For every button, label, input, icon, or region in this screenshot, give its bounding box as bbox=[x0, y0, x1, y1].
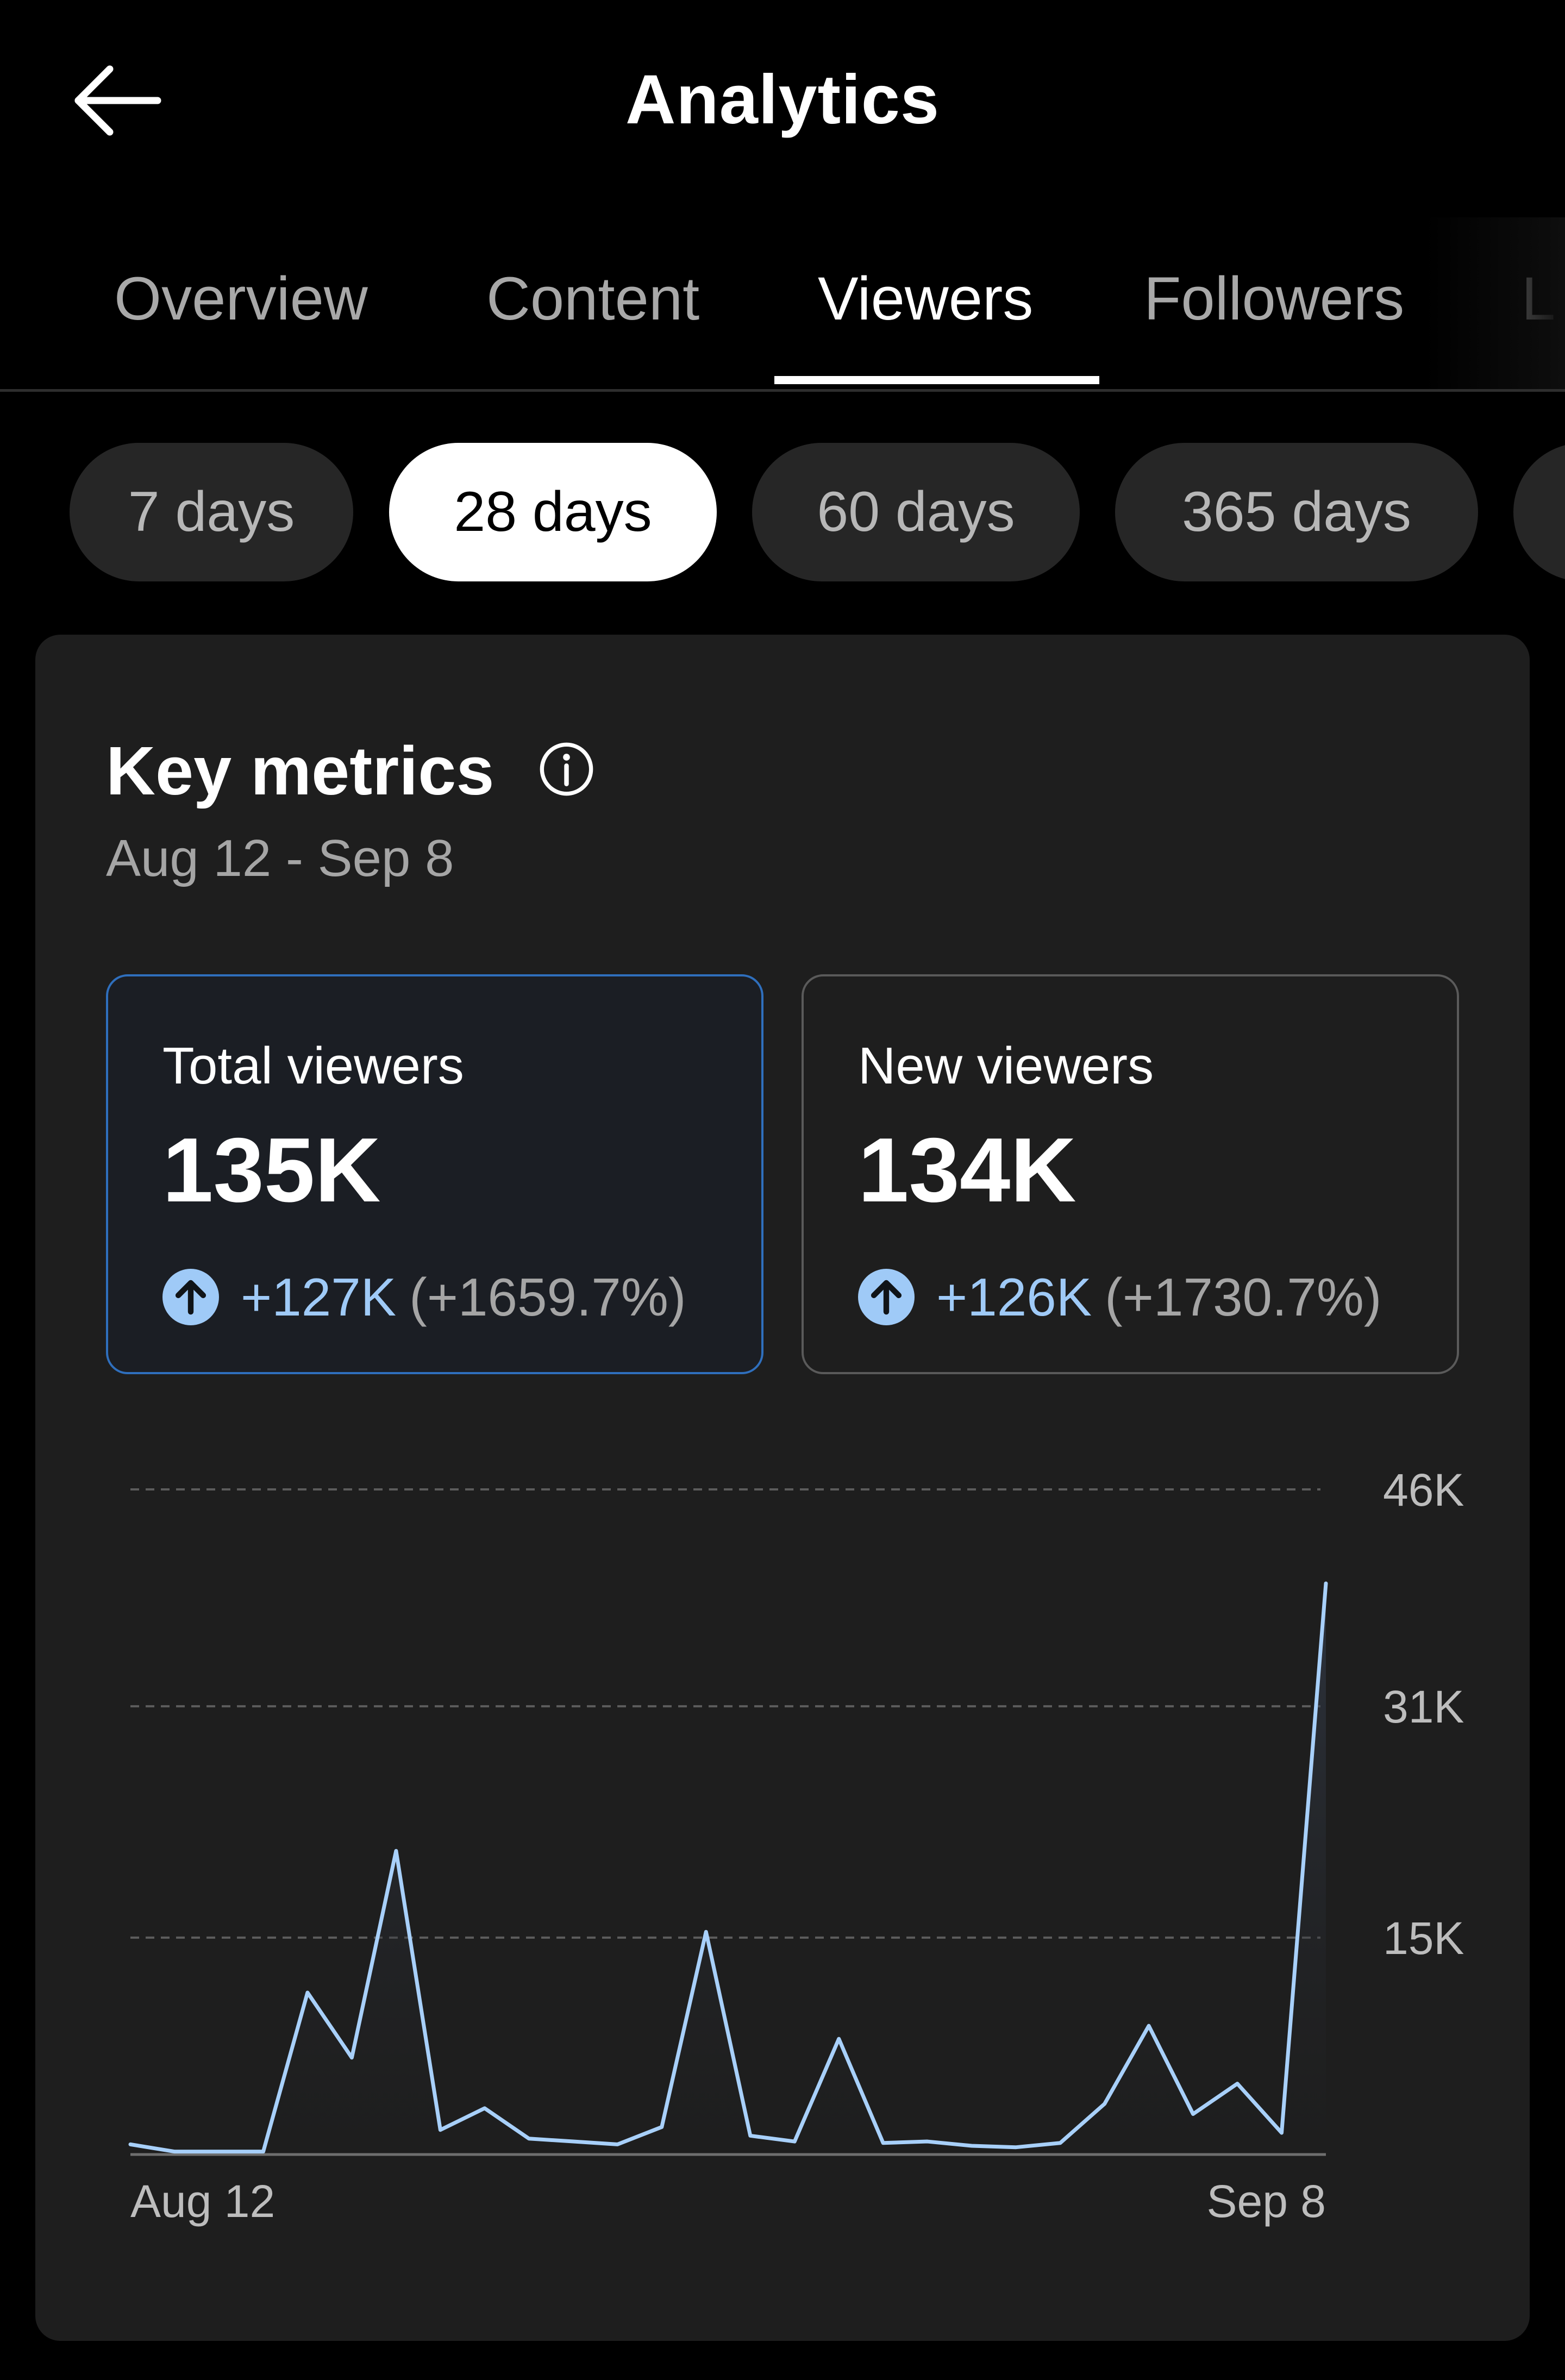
arrow-up-circle-icon bbox=[858, 1269, 915, 1325]
range-365-days[interactable]: 365 days bbox=[1115, 443, 1478, 581]
back-button[interactable] bbox=[71, 57, 168, 144]
tab-followers[interactable]: Followers bbox=[1144, 265, 1405, 333]
chart-data-point bbox=[440, 2130, 441, 2131]
chart-data-point bbox=[1193, 2113, 1194, 2114]
chart-data-point bbox=[262, 2151, 264, 2152]
metric-label: Total viewers bbox=[162, 1037, 464, 1095]
chart-data-point bbox=[927, 2141, 928, 2142]
metric-value: 134K bbox=[858, 1119, 1076, 1221]
chart-data-point bbox=[396, 1850, 397, 1851]
arrow-left-icon bbox=[74, 65, 161, 136]
tab-scroll-fade bbox=[1424, 217, 1565, 389]
metric-change: +126K (+1730.7%) bbox=[858, 1267, 1382, 1327]
tab-bar: Overview Content Viewers Followers L bbox=[0, 217, 1565, 392]
chart-data-point bbox=[1325, 1583, 1326, 1584]
chart-data-point bbox=[573, 2141, 574, 2142]
chart-data-point bbox=[661, 2126, 662, 2127]
range-60-days[interactable]: 60 days bbox=[752, 443, 1080, 581]
chart-data-point bbox=[351, 2057, 352, 2058]
y-tick-label: 31K bbox=[1383, 1681, 1464, 1732]
chart-data-point bbox=[1016, 2147, 1017, 2148]
chart-data-point bbox=[130, 2144, 131, 2145]
chart-data-point bbox=[307, 1992, 308, 1993]
viewers-line-chart: 46K 31K 15K Aug 12 Sep 8 bbox=[128, 1464, 1464, 2227]
chart-data-point bbox=[1281, 2132, 1282, 2133]
x-end-label: Sep 8 bbox=[1206, 2176, 1326, 2227]
range-more[interactable] bbox=[1513, 443, 1565, 581]
active-tab-indicator bbox=[774, 376, 1099, 384]
chart-data-point bbox=[838, 2038, 840, 2039]
metric-value: 135K bbox=[162, 1119, 381, 1221]
metric-change-percent: (+1659.7%) bbox=[409, 1267, 686, 1327]
header: Analytics bbox=[0, 0, 1565, 206]
metric-change-percent: (+1730.7%) bbox=[1105, 1267, 1382, 1327]
metric-card-new-viewers[interactable]: New viewers 134K +126K (+1730.7%) bbox=[802, 974, 1459, 1374]
y-tick-label: 15K bbox=[1383, 1913, 1464, 1964]
metric-change-absolute: +126K bbox=[936, 1267, 1092, 1327]
range-7-days[interactable]: 7 days bbox=[70, 443, 353, 581]
chart-data-point bbox=[794, 2141, 795, 2142]
chart-data-point bbox=[705, 1931, 706, 1932]
chart-data-point bbox=[971, 2145, 972, 2146]
metric-change: +127K (+1659.7%) bbox=[162, 1267, 686, 1327]
date-range-label: Aug 12 - Sep 8 bbox=[106, 829, 454, 887]
info-circle-icon[interactable] bbox=[538, 741, 595, 798]
chart-data-point bbox=[882, 2143, 884, 2144]
y-tick-label: 46K bbox=[1383, 1464, 1464, 1515]
metric-card-total-viewers[interactable]: Total viewers 135K +127K (+1659.7%) bbox=[106, 974, 763, 1374]
chart-data-point bbox=[617, 2144, 618, 2145]
chart-data-point bbox=[1104, 2103, 1105, 2105]
chart-data-point bbox=[528, 2138, 529, 2139]
metric-label: New viewers bbox=[858, 1037, 1154, 1095]
chart-data-point bbox=[750, 2135, 751, 2136]
tab-content[interactable]: Content bbox=[486, 265, 700, 333]
key-metrics-card: Key metrics Aug 12 - Sep 8 Total viewers… bbox=[35, 635, 1530, 2341]
chart-data-point bbox=[1237, 2083, 1238, 2084]
metric-change-absolute: +127K bbox=[241, 1267, 397, 1327]
page-title: Analytics bbox=[625, 61, 940, 139]
chart-area-fill bbox=[130, 1583, 1326, 2154]
chart-data-point bbox=[1060, 2143, 1061, 2144]
date-range-selector: 7 days 28 days 60 days 365 days bbox=[0, 443, 1565, 584]
arrow-up-circle-icon bbox=[162, 1269, 219, 1325]
chart-data-point bbox=[218, 2151, 220, 2152]
chart-data-point bbox=[484, 2108, 485, 2109]
range-28-days[interactable]: 28 days bbox=[389, 443, 717, 581]
tab-viewers[interactable]: Viewers bbox=[818, 265, 1034, 333]
chart-data-point bbox=[1148, 2025, 1149, 2026]
chart-data-point bbox=[174, 2151, 175, 2152]
key-metrics-title: Key metrics bbox=[106, 732, 494, 809]
x-start-label: Aug 12 bbox=[130, 2176, 275, 2227]
chart-series-line bbox=[128, 1581, 1328, 2154]
tab-overview[interactable]: Overview bbox=[114, 265, 368, 333]
